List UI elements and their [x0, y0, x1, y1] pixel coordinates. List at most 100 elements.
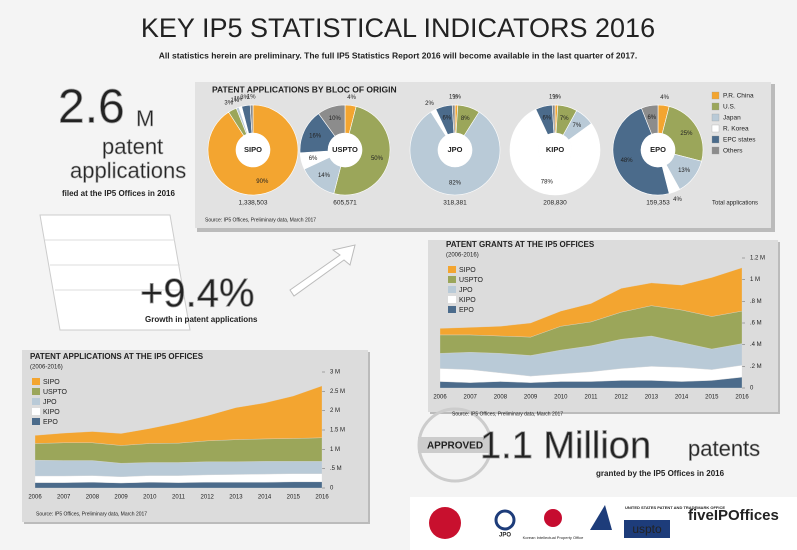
legend-label: R. Korea: [723, 126, 749, 133]
x-tick-label: 2008: [494, 395, 508, 401]
pie-label: 6%: [542, 116, 551, 122]
legend-label: KIPO: [43, 409, 60, 416]
pie-label: 16%: [309, 134, 322, 140]
y-tick-label: 1.5 M: [330, 428, 345, 434]
pie-label: 48%: [621, 158, 634, 164]
pie-label: 78%: [541, 180, 554, 186]
legend-label: EPC states: [723, 137, 756, 144]
pie-label: 7%: [572, 123, 581, 129]
pie-label: 7%: [560, 116, 569, 122]
y-tick-label: 1 M: [330, 447, 340, 453]
pie-label: 1%: [449, 95, 458, 101]
pie-label: 14%: [318, 173, 331, 179]
bloc-title: PATENT APPLICATIONS BY BLOC OF ORIGIN: [212, 84, 397, 94]
pie-hole: [641, 133, 675, 167]
pie-label: 1%: [247, 95, 256, 101]
growth-arrow: [289, 244, 356, 297]
chart-title: PATENT APPLICATIONS AT THE IP5 OFFICES: [30, 352, 204, 361]
x-tick-label: 2011: [172, 495, 186, 501]
y-tick-label: 1.2 M: [750, 256, 765, 262]
stamp-band: [418, 437, 492, 453]
pie-title: USPTO: [332, 145, 358, 154]
legend-swatch: [448, 266, 456, 273]
stamp: APPROVED: [427, 441, 483, 452]
y-tick-label: 0: [330, 486, 334, 492]
pie-label: 1%: [452, 95, 461, 101]
y-tick-label: .8 M: [750, 299, 762, 305]
x-tick-label: 2006: [433, 395, 447, 401]
x-tick-label: 2015: [705, 395, 719, 401]
growth: +9.4%: [140, 272, 255, 316]
legend-swatch: [32, 398, 40, 405]
y-tick-label: 0: [750, 386, 754, 392]
legend-swatch: [448, 296, 456, 303]
pie-label: 6%: [647, 115, 656, 121]
grants-caption: granted by the IP5 Offices in 2016: [596, 469, 725, 478]
pie-total: 318,381: [443, 200, 467, 207]
grants-unit: patents: [688, 436, 760, 461]
pie-label: 4%: [660, 95, 669, 101]
big-line: applications: [70, 158, 186, 183]
x-tick-label: 2007: [464, 395, 478, 401]
legend-swatch: [711, 113, 720, 122]
x-tick-label: 2009: [524, 395, 538, 401]
paper-stack: [39, 214, 191, 331]
legend-label: JPO: [459, 287, 473, 294]
pie-label: 3%: [240, 95, 249, 101]
pie-label: 25%: [680, 131, 693, 137]
pie-total: 159,353: [646, 200, 670, 207]
legend-label: SIPO: [43, 379, 60, 386]
pie-label: 1%: [231, 98, 240, 104]
x-tick-label: 2009: [114, 495, 128, 501]
x-tick-label: 2010: [554, 395, 568, 401]
x-tick-label: 2007: [57, 495, 71, 501]
pie-title: EPO: [650, 145, 666, 154]
pie-label: 8%: [461, 116, 470, 122]
area: [34, 385, 323, 446]
legend-swatch: [711, 135, 720, 144]
chart-source: Source: IP5 Offices, Preliminary data, M…: [452, 411, 563, 417]
area: [439, 267, 743, 338]
legend-label: EPO: [43, 419, 58, 426]
pie-title: SIPO: [244, 145, 262, 154]
legend-swatch: [711, 91, 720, 100]
legend-label: Japan: [723, 115, 741, 122]
pie-total: 208,830: [543, 200, 567, 207]
jpo-mark: [494, 509, 516, 531]
pie-label: 3%: [224, 100, 233, 106]
legend-swatch: [32, 378, 40, 385]
chart-title: PATENT GRANTS AT THE IP5 OFFICES: [446, 240, 595, 249]
y-tick-label: .5 M: [330, 466, 342, 472]
legend-swatch: [32, 418, 40, 425]
x-tick-label: 2010: [143, 495, 157, 501]
legend-swatch: [711, 146, 720, 155]
y-tick-label: 3 M: [330, 370, 340, 376]
pie-slice: [333, 106, 391, 196]
pie-total: 605,571: [333, 200, 357, 207]
chart-subtitle: (2006-2016): [30, 365, 63, 371]
pie-label: 2%: [425, 101, 434, 107]
pie-label: 82%: [449, 181, 462, 187]
x-tick-label: 2012: [615, 395, 629, 401]
big-caption: filed at the IP5 Offices in 2016: [62, 189, 175, 198]
x-tick-label: 2014: [258, 495, 272, 501]
legend-label: EPO: [459, 307, 474, 314]
bloc-source: Source: IP5 Offices, Preliminary data, M…: [205, 217, 316, 223]
pie-title: KIPO: [546, 145, 565, 154]
pie-total: 1,338,503: [239, 200, 268, 207]
legend-swatch: [711, 102, 720, 111]
y-tick-label: .6 M: [750, 321, 762, 327]
big-line: patent: [102, 134, 163, 159]
title: KEY IP5 STATISTICAL INDICATORS 2016: [141, 13, 655, 43]
pie-title: JPO: [447, 145, 462, 154]
y-tick-label: 1 M: [750, 277, 760, 283]
pie-label: 90%: [256, 179, 269, 185]
jpo-logo: JPO: [499, 533, 511, 539]
pie-hole: [538, 133, 572, 167]
pie-label: 10%: [329, 116, 342, 122]
x-tick-label: 2015: [287, 495, 301, 501]
legend-label: KIPO: [459, 297, 476, 304]
x-tick-label: 2014: [675, 395, 689, 401]
x-tick-label: 2016: [735, 395, 749, 401]
legend-swatch: [32, 408, 40, 415]
